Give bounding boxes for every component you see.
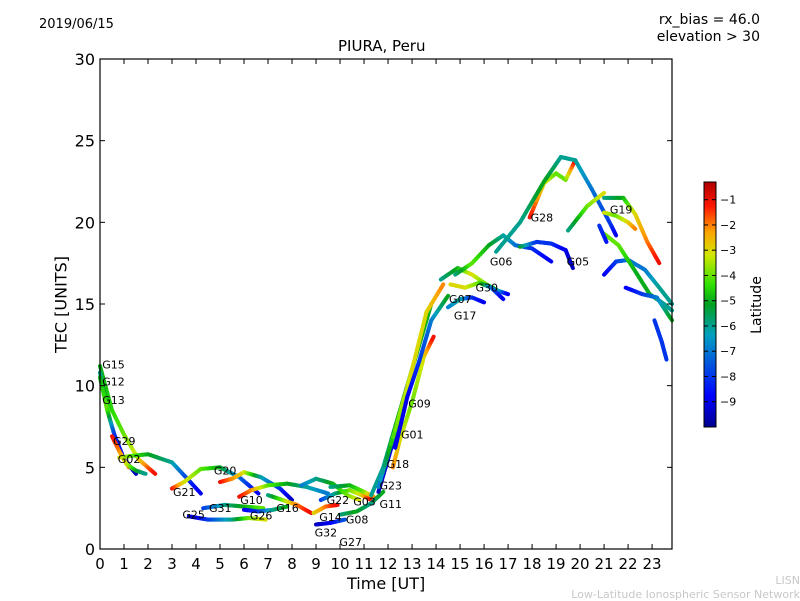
y-tick-label: 30 [75, 50, 95, 69]
satellite-label: G27 [339, 536, 362, 549]
satellite-label: G03 [353, 496, 376, 509]
satellite-label: G13 [102, 394, 125, 407]
satellite-label: G25 [182, 509, 205, 522]
x-tick-label: 3 [167, 555, 177, 573]
x-tick-label: 7 [263, 555, 273, 573]
colorbar-tick-label: −1 [720, 194, 736, 207]
x-tick-label: 22 [619, 555, 638, 573]
x-tick-label: 19 [547, 555, 566, 573]
track-segment [441, 284, 443, 287]
satellite-label: G06 [490, 256, 513, 269]
x-tick-label: 21 [595, 555, 614, 573]
x-tick-label: 2 [143, 555, 153, 573]
track-G19b [604, 260, 672, 304]
satellite-label: G11 [379, 498, 402, 511]
y-tick-label: 0 [85, 540, 95, 559]
track-segment [153, 472, 155, 474]
track-segment [291, 499, 293, 500]
x-tick-label: 23 [643, 555, 662, 573]
track-segment [615, 234, 616, 235]
satellite-label: G28 [531, 211, 554, 224]
x-tick-label: 18 [523, 555, 542, 573]
track-segment [432, 337, 433, 339]
satellite-label: G20 [214, 465, 237, 478]
x-tick-label: 17 [499, 555, 518, 573]
colorbar-tick-label: −5 [720, 295, 736, 308]
colorbar-tick-label: −3 [720, 244, 736, 257]
track-G05 [520, 242, 573, 268]
track-segment [666, 357, 667, 359]
satellite-label: G01 [401, 429, 424, 442]
satellite-label: G02 [118, 453, 141, 466]
track-segment [549, 260, 551, 262]
satellite-label: G30 [475, 282, 498, 295]
x-tick-label: 14 [427, 555, 446, 573]
satellite-label: G10 [240, 494, 263, 507]
y-tick-label: 5 [85, 458, 95, 477]
satellite-label: G29 [113, 435, 136, 448]
track-segment [446, 296, 448, 299]
x-tick-label: 13 [402, 555, 421, 573]
satellite-label: G08 [346, 513, 369, 526]
x-tick-label: 9 [311, 555, 321, 573]
satellite-label: G21 [173, 486, 196, 499]
x-tick-label: 10 [330, 555, 349, 573]
satellite-label: G14 [319, 511, 342, 524]
track-segment [658, 261, 660, 264]
satellite-labels: G15G12G13G29G02G21G25G31G20G10G26G16G32G… [102, 203, 632, 549]
x-tick-label: 5 [215, 555, 225, 573]
satellite-label: G31 [209, 502, 232, 515]
track-segment [483, 302, 485, 303]
satellite-label: G22 [327, 494, 350, 507]
satellite-label: G23 [379, 479, 402, 492]
track-segment [502, 298, 504, 299]
y-tick-label: 10 [75, 377, 95, 396]
track-segment [602, 193, 604, 195]
x-tick-label: 20 [571, 555, 590, 573]
track-G04 [496, 157, 616, 252]
satellite-label: G05 [567, 256, 590, 269]
satellite-label: G09 [408, 398, 431, 411]
x-tick-label: 11 [354, 555, 373, 573]
x-tick-label: 0 [95, 555, 105, 573]
y-tick-label: 15 [75, 295, 95, 314]
satellite-label: G18 [387, 458, 410, 471]
satellite-label: G16 [276, 502, 299, 515]
x-tick-label: 8 [287, 555, 297, 573]
track-segment [309, 512, 311, 513]
colorbar-tick-label: −6 [720, 320, 736, 333]
x-tick-label: 1 [119, 555, 129, 573]
colorbar-tick-label: −9 [720, 396, 736, 409]
satellite-label: G26 [250, 509, 273, 522]
y-tick-label: 25 [75, 132, 95, 151]
colorbar-tick-label: −8 [720, 370, 736, 383]
x-tick-label: 15 [451, 555, 470, 573]
x-tick-label: 4 [191, 555, 201, 573]
track-G19e [654, 320, 666, 359]
x-tick-label: 6 [239, 555, 249, 573]
track-segment [199, 492, 201, 494]
y-tick-label: 20 [75, 213, 95, 232]
track-segment [606, 240, 607, 242]
colorbar-tick-label: −2 [720, 219, 736, 232]
colorbar [704, 182, 716, 427]
track-segment [634, 228, 635, 229]
track-G19c [604, 234, 672, 311]
satellite-label: G17 [454, 309, 477, 322]
x-tick-label: 12 [378, 555, 397, 573]
x-tick-label: 16 [475, 555, 494, 573]
satellite-label: G15 [102, 358, 125, 371]
satellite-label: G19 [610, 203, 633, 216]
satellite-label: G32 [315, 526, 338, 539]
satellite-label: G12 [102, 376, 125, 389]
colorbar-tick-label: −7 [720, 345, 736, 358]
colorbar-tick-label: −4 [720, 269, 736, 282]
satellite-label: G07 [449, 293, 472, 306]
